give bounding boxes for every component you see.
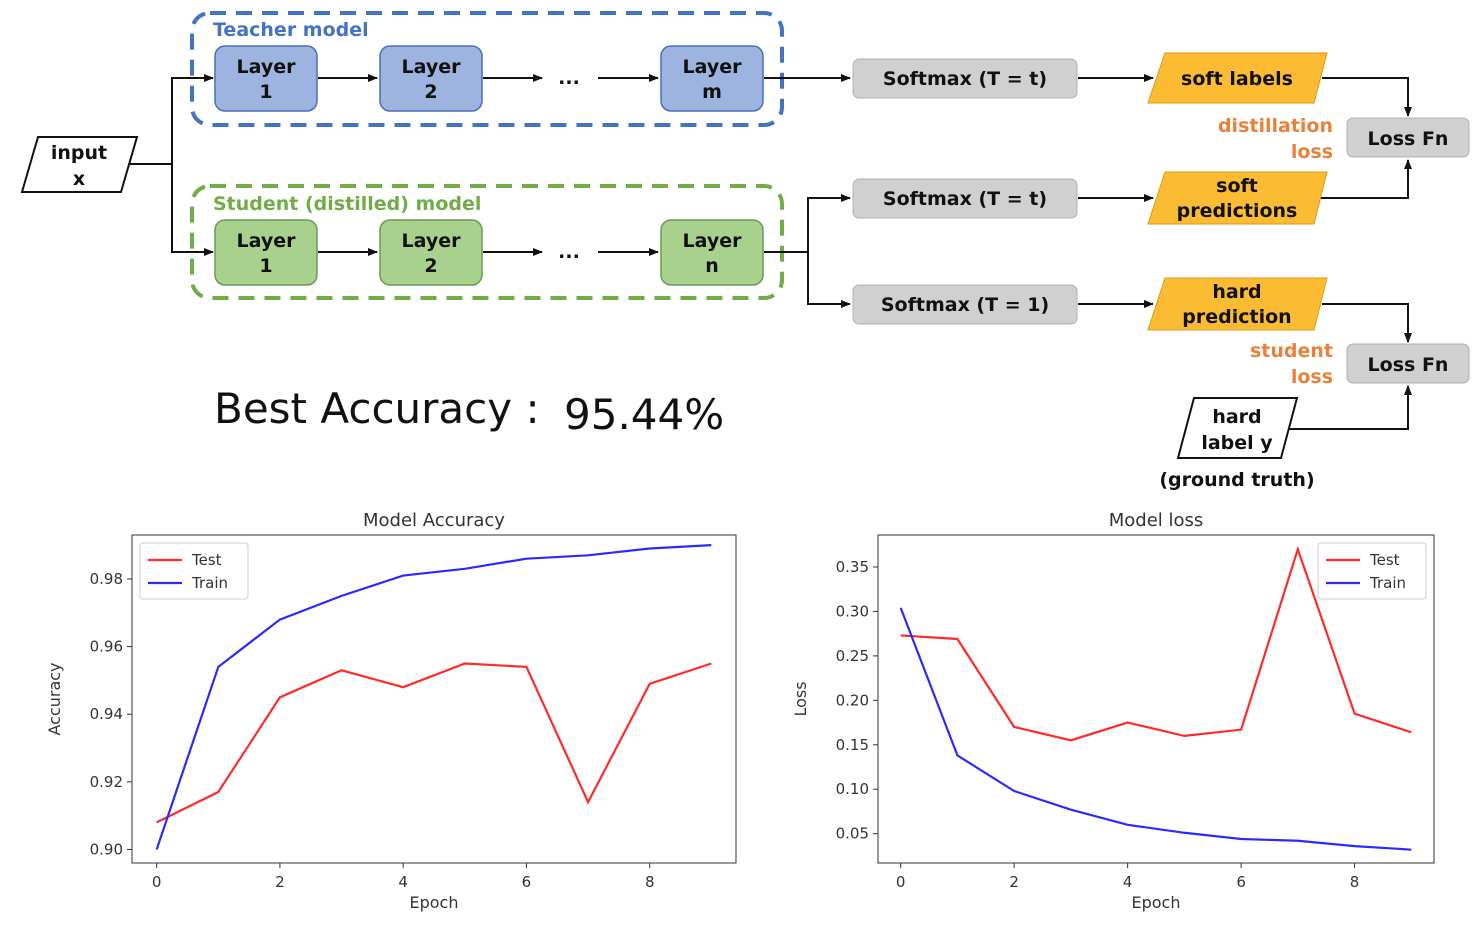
x-axis-label: Epoch — [1132, 893, 1181, 912]
y-tick-label: 0.25 — [836, 647, 869, 665]
student-model-title: Student (distilled) model — [213, 193, 481, 215]
hard-prediction-line2: prediction — [1182, 306, 1291, 328]
student-layer-n — [660, 219, 764, 286]
x-tick-label: 6 — [1236, 873, 1246, 891]
teacher-layer-2-label: Layer — [402, 56, 462, 78]
teacher-layer-m-label: Layer — [683, 56, 743, 78]
x-tick-label: 8 — [1350, 873, 1360, 891]
softmax-student-soft-box — [852, 178, 1078, 219]
distillation-diagram: Teacher model Student (distilled) model … — [20, 11, 1470, 491]
loss-fn-bottom-label: Loss Fn — [1368, 354, 1449, 376]
legend-label-train: Train — [1369, 574, 1406, 592]
x-axis-label: Epoch — [410, 893, 459, 912]
teacher-layer-1 — [214, 45, 318, 112]
y-tick-label: 0.94 — [90, 705, 123, 723]
accuracy-chart: Model Accuracy 0 2 4 6 8 0.90 0.92 0.94 0.96 0.98 E… — [45, 510, 737, 912]
legend-box — [139, 542, 249, 600]
loss-fn-top-label: Loss Fn — [1368, 128, 1449, 150]
best-accuracy-summary: Best Accuracy : 95.44% — [214, 384, 724, 439]
teacher-layer-m-index: m — [702, 81, 722, 103]
teacher-layer-2-index: 2 — [424, 81, 437, 103]
student-layer-1 — [214, 219, 318, 286]
student-layer-2 — [379, 219, 483, 286]
distillation-loss-line1: distillation — [1218, 115, 1333, 137]
input-label-line1: input — [51, 142, 107, 164]
soft-predictions-node — [1147, 171, 1328, 225]
student-layer-1-label: Layer — [237, 230, 297, 252]
y-tick-label: 0.30 — [836, 602, 869, 620]
soft-predictions-line1: soft — [1216, 175, 1258, 197]
hard-prediction-line1: hard — [1212, 281, 1261, 303]
student-layer-n-label: Layer — [683, 230, 743, 252]
teacher-layer-2 — [379, 45, 483, 112]
teacher-model-title: Teacher model — [213, 19, 369, 41]
legend-label-train: Train — [191, 574, 228, 592]
x-tick-label: 8 — [645, 873, 655, 891]
distillation-loss-line2: loss — [1291, 141, 1333, 163]
chart-title: Model Accuracy — [363, 510, 505, 531]
hard-label-node — [1176, 397, 1299, 459]
y-tick-label: 0.20 — [836, 691, 869, 709]
y-axis-label: Loss — [791, 681, 810, 716]
soft-labels-label: soft labels — [1181, 68, 1293, 90]
softmax-student-soft-label: Softmax (T = t) — [883, 188, 1047, 210]
loss-fn-bottom-box — [1346, 343, 1470, 384]
chart-title: Model loss — [1109, 510, 1204, 531]
x-tick-label: 4 — [1123, 873, 1133, 891]
connectors — [128, 74, 1412, 430]
softmax-teacher-label: Softmax (T = t) — [883, 68, 1047, 90]
legend-label-test: Test — [191, 551, 222, 569]
legend-label-test: Test — [1369, 551, 1400, 569]
hard-label-line1: hard — [1212, 406, 1261, 428]
teacher-layer-1-label: Layer — [237, 56, 297, 78]
student-group-frame — [190, 184, 784, 300]
y-tick-label: 0.15 — [836, 736, 869, 754]
plot-frame — [877, 534, 1435, 864]
y-tick-label: 0.96 — [90, 638, 123, 656]
student-layer-2-index: 2 — [424, 255, 437, 277]
student-loss-line1: student — [1250, 340, 1333, 362]
x-tick-label: 6 — [522, 873, 532, 891]
softmax-student-hard-box — [852, 284, 1078, 325]
x-tick-label: 2 — [275, 873, 285, 891]
series-line-train — [155, 544, 712, 850]
teacher-group-frame — [190, 11, 784, 127]
y-tick-label: 0.98 — [90, 570, 123, 588]
student-layer-1-index: 1 — [259, 255, 272, 277]
input-label-line2: x — [73, 168, 85, 190]
y-tick-label: 0.92 — [90, 773, 123, 791]
teacher-layer-m — [660, 45, 764, 112]
student-ellipsis: ... — [558, 241, 580, 263]
series-line-train — [899, 607, 1412, 851]
x-tick-label: 0 — [896, 873, 906, 891]
student-layer-2-label: Layer — [402, 230, 462, 252]
softmax-teacher-box — [852, 58, 1078, 99]
teacher-layer-1-index: 1 — [259, 81, 272, 103]
best-accuracy-value: 95.44% — [564, 390, 725, 439]
student-loss-line2: loss — [1291, 366, 1333, 388]
best-accuracy-label: Best Accuracy : — [214, 384, 540, 433]
soft-labels-node — [1147, 52, 1328, 104]
loss-fn-top-box — [1346, 117, 1470, 158]
x-tick-label: 4 — [398, 873, 408, 891]
hard-label-line2: label y — [1201, 432, 1273, 454]
student-layer-n-index: n — [705, 255, 719, 277]
y-tick-label: 0.05 — [836, 825, 869, 843]
y-tick-label: 0.90 — [90, 840, 123, 858]
legend-box — [1317, 542, 1427, 600]
hard-prediction-node — [1147, 277, 1328, 331]
y-axis-label: Accuracy — [45, 662, 64, 735]
soft-predictions-line2: predictions — [1177, 200, 1298, 222]
y-tick-label: 0.35 — [836, 558, 869, 576]
input-node — [20, 136, 139, 193]
teacher-ellipsis: ... — [558, 67, 580, 89]
series-line-test — [156, 662, 712, 824]
ground-truth-label: (ground truth) — [1159, 469, 1314, 491]
series-line-test — [900, 545, 1412, 742]
softmax-student-hard-label: Softmax (T = 1) — [881, 294, 1049, 316]
y-tick-label: 0.10 — [836, 780, 869, 798]
loss-chart: Model loss 0 2 4 6 8 0.05 0.10 0.15 0.20 0.25 0.30 0… — [791, 510, 1435, 912]
x-tick-label: 0 — [152, 873, 162, 891]
x-tick-label: 2 — [1009, 873, 1019, 891]
